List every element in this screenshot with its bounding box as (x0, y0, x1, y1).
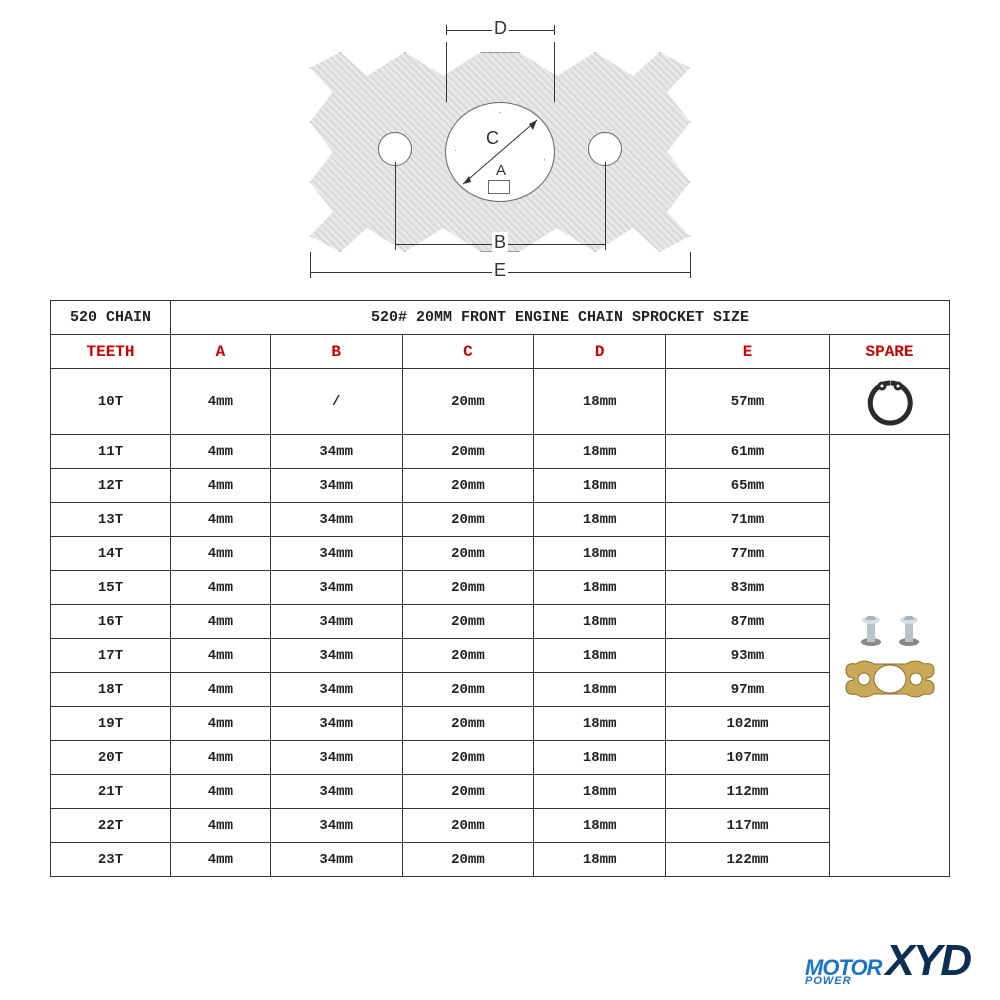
circlip-icon (834, 373, 945, 430)
col-header-c: C (402, 335, 534, 369)
sprocket-size-table: 520 CHAIN 520# 20MM FRONT ENGINE CHAIN S… (50, 300, 950, 877)
table-row: 23T4mm34mm20mm18mm122mm (51, 843, 950, 877)
dim-label-a: A (494, 162, 508, 179)
table-row: 14T4mm34mm20mm18mm77mm (51, 537, 950, 571)
table-row: 18T4mm34mm20mm18mm97mm (51, 673, 950, 707)
col-header-teeth: TEETH (51, 335, 171, 369)
chain-label-cell: 520 CHAIN (51, 301, 171, 335)
sprocket-diagram: D C A B E (0, 0, 1000, 300)
table-row: 15T4mm34mm20mm18mm83mm (51, 571, 950, 605)
table-row: 10T 4mm / 20mm 18mm 57mm (51, 369, 950, 435)
table-title-row: 520 CHAIN 520# 20MM FRONT ENGINE CHAIN S… (51, 301, 950, 335)
col-header-spare: SPARE (830, 335, 950, 369)
table-row: 21T4mm34mm20mm18mm112mm (51, 775, 950, 809)
retainer-plate-icon (834, 439, 945, 872)
table-row: 20T4mm34mm20mm18mm107mm (51, 741, 950, 775)
dim-label-b: B (492, 232, 508, 253)
dim-label-e: E (492, 260, 508, 281)
table-row: 19T4mm34mm20mm18mm102mm (51, 707, 950, 741)
table-header-row: TEETH A B C D E SPARE (51, 335, 950, 369)
col-header-d: D (534, 335, 666, 369)
col-header-e: E (666, 335, 830, 369)
table-row: 13T4mm34mm20mm18mm71mm (51, 503, 950, 537)
table-row: 12T4mm34mm20mm18mm65mm (51, 469, 950, 503)
table-row: 22T4mm34mm20mm18mm117mm (51, 809, 950, 843)
logo-xyd: XYD (886, 936, 970, 986)
col-header-a: A (171, 335, 271, 369)
brand-logo: MOTOR POWER XYD (805, 936, 970, 986)
table-row: 16T4mm34mm20mm18mm87mm (51, 605, 950, 639)
col-header-b: B (270, 335, 402, 369)
table-row: 17T4mm34mm20mm18mm93mm (51, 639, 950, 673)
spare-retainer-cell (830, 435, 950, 877)
spare-circlip-cell (830, 369, 950, 435)
table-row: 11T 4mm 34mm 20mm 18mm 61mm (51, 435, 950, 469)
dim-label-d: D (492, 18, 509, 39)
dim-label-c: C (484, 128, 501, 149)
table-title-cell: 520# 20MM FRONT ENGINE CHAIN SPROCKET SI… (171, 301, 950, 335)
